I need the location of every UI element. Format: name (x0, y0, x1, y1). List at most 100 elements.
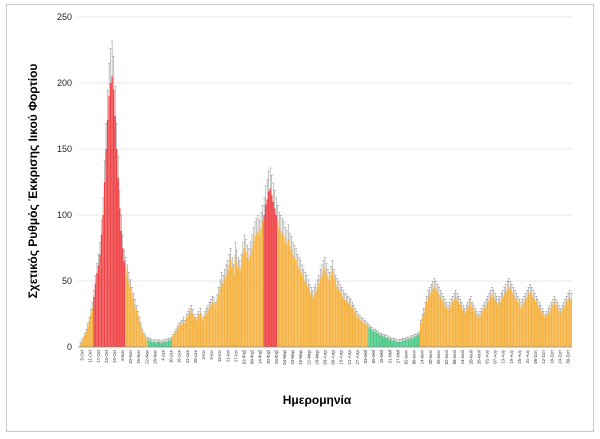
bar (260, 228, 262, 347)
bar (520, 307, 522, 347)
x-tick-label: 28-Μαρ (314, 349, 319, 364)
bar (432, 288, 434, 347)
bar (287, 238, 290, 347)
bar (372, 331, 375, 347)
bar (418, 333, 420, 347)
bar (497, 304, 499, 347)
bar (464, 312, 466, 347)
bar (126, 274, 129, 347)
x-tick-label: 9-Ιαν (209, 350, 214, 360)
bar (120, 230, 122, 347)
bar (150, 341, 153, 347)
x-tick-label: 07-Αυγ (493, 349, 498, 363)
bar (433, 286, 436, 347)
x-tick-label: 08-Ιουν (412, 350, 417, 364)
x-tick-label: 4-Nov (120, 349, 125, 361)
bar (312, 296, 314, 347)
x-tick-label: 15-Απρ (339, 349, 344, 364)
bar (117, 178, 119, 347)
bar (219, 287, 221, 347)
bar (468, 304, 471, 347)
bar (451, 302, 454, 347)
bar (424, 307, 426, 347)
bar (336, 286, 338, 347)
bar (395, 341, 398, 347)
x-tick-label: 21-Απρ (347, 349, 352, 364)
bar (509, 288, 512, 347)
bar (442, 302, 445, 347)
bar (313, 294, 315, 347)
bar (365, 324, 367, 347)
x-tick-label: 29-Oct (112, 349, 117, 363)
bar (138, 320, 141, 347)
x-tick-label: 10-Nov (128, 349, 133, 364)
bar (363, 323, 366, 347)
bar (184, 323, 186, 347)
bar (258, 234, 261, 347)
bar (401, 340, 404, 347)
bar (562, 307, 565, 347)
x-tick-label: 01-Αυγ (484, 349, 489, 363)
bar (524, 299, 527, 347)
x-tick-label: 14-Φεβ (258, 349, 263, 364)
bar (179, 324, 182, 347)
x-tick-label: 14-Ιουλ (460, 349, 465, 364)
bar (570, 299, 572, 347)
x-tick-label: 26-Φεβ (274, 349, 279, 364)
bar (301, 274, 303, 347)
bar (544, 317, 547, 347)
y-tick-labels: 0 50 100 150 200 250 (57, 12, 72, 352)
bar (553, 302, 556, 347)
x-tick-label: 13-Αυγ (501, 349, 506, 363)
bar (465, 310, 467, 347)
bar (143, 335, 145, 347)
bar (157, 341, 159, 347)
x-tick-label: 26-Ιουν (436, 350, 441, 364)
bar (102, 215, 104, 347)
bar (257, 230, 259, 347)
bar (172, 336, 174, 347)
bar (135, 310, 138, 347)
bar (188, 312, 191, 347)
bar (90, 314, 92, 347)
bar (105, 149, 107, 347)
x-tick-label: 27-Απρ (355, 349, 360, 364)
bar (377, 333, 379, 347)
bar (91, 307, 94, 347)
bar (319, 278, 322, 347)
bar (286, 244, 288, 347)
bar (187, 315, 189, 347)
bar (284, 241, 287, 347)
bar (176, 328, 179, 347)
bar (511, 291, 513, 347)
bar (438, 294, 440, 347)
bar (228, 265, 230, 347)
bar (485, 304, 487, 347)
bar (555, 304, 557, 347)
x-tick-label: 22-Nov (144, 349, 149, 364)
x-tick-labels: 5-Oct 11-Oct 17-Oct 23-Oct 29-Oct 4-Nov 10-Nov… (80, 349, 571, 365)
bar (398, 341, 401, 347)
bar (479, 315, 481, 347)
bar (461, 307, 463, 347)
bar (353, 310, 355, 347)
bar (164, 341, 167, 347)
bar (540, 310, 542, 347)
bar (149, 340, 151, 347)
x-tick-label: 11-Oct (88, 349, 93, 362)
bar (85, 331, 87, 347)
bar (185, 317, 188, 347)
bar (537, 304, 539, 347)
x-tick-label: 03-Απρ (323, 349, 328, 364)
bar (547, 312, 550, 347)
bar (429, 294, 431, 347)
bar (161, 343, 163, 347)
bar (178, 325, 180, 347)
x-tick-label: 02-Ιουν (403, 350, 408, 364)
bar (391, 340, 393, 347)
bar (462, 310, 464, 347)
x-tick-label: 25-Αυγ (517, 349, 522, 363)
bar (523, 302, 525, 347)
y-tick-label: 0 (67, 342, 72, 352)
